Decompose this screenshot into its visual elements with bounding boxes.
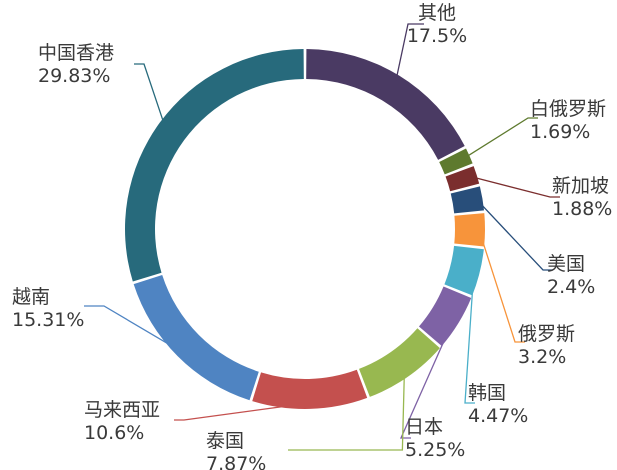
leader-line-8	[174, 402, 310, 421]
slice-value: 17.5%	[407, 25, 467, 47]
slice-label-0: 其他 17.5%	[407, 2, 467, 47]
slice-5	[444, 245, 484, 296]
slice-value: 5.25%	[405, 439, 465, 461]
slice-9	[133, 274, 259, 401]
slice-label-4: 俄罗斯 3.2%	[518, 323, 575, 368]
leader-line-7	[288, 371, 406, 451]
slice-category: 中国香港	[38, 42, 114, 64]
slice-value: 10.6%	[84, 422, 144, 444]
slice-6	[418, 286, 472, 347]
slice-category: 越南	[12, 286, 50, 308]
slice-label-9: 越南 15.31%	[12, 286, 84, 331]
slice-label-8: 马来西亚 10.6%	[84, 399, 160, 444]
leader-line-5	[464, 271, 475, 404]
slice-value: 4.47%	[468, 405, 528, 427]
slice-label-7: 泰国 7.87%	[206, 430, 266, 470]
slice-label-1: 白俄罗斯 1.69%	[530, 98, 606, 143]
slice-category: 俄罗斯	[518, 323, 575, 345]
slice-category: 白俄罗斯	[530, 98, 606, 120]
slice-value: 1.69%	[530, 121, 590, 143]
slice-8	[252, 369, 368, 409]
slice-value: 2.4%	[547, 276, 595, 298]
slice-1	[439, 148, 473, 175]
leader-line-2	[470, 175, 560, 198]
slice-label-10: 中国香港 29.83%	[38, 42, 114, 87]
slice-0	[306, 49, 465, 160]
slice-value: 7.87%	[206, 453, 266, 470]
slice-category: 美国	[547, 253, 585, 275]
slice-category: 日本	[405, 416, 443, 438]
leader-line-1	[463, 117, 538, 159]
leader-line-3	[475, 198, 553, 271]
slice-value: 15.31%	[12, 309, 84, 331]
leader-lines	[84, 23, 560, 451]
slice-category: 其他	[418, 2, 456, 24]
leader-line-6	[400, 319, 454, 439]
slice-category: 新加坡	[552, 175, 609, 197]
donut-slices	[125, 49, 485, 409]
slice-label-6: 日本 5.25%	[405, 416, 465, 461]
leader-line-9	[84, 305, 183, 353]
slice-7	[359, 328, 440, 397]
slice-10	[125, 49, 304, 282]
slice-3	[450, 186, 485, 214]
leader-line-4	[478, 229, 525, 343]
leader-line-10	[134, 63, 166, 127]
slice-category: 泰国	[206, 430, 244, 452]
slice-4	[454, 213, 485, 247]
slice-category: 韩国	[468, 382, 506, 404]
slice-label-2: 新加坡 1.88%	[552, 175, 612, 220]
slice-value: 1.88%	[552, 198, 612, 220]
slice-category: 马来西亚	[84, 399, 160, 421]
slice-value: 3.2%	[518, 346, 566, 368]
slice-value: 29.83%	[38, 65, 110, 87]
slice-labels: 其他 17.5% 白俄罗斯 1.69% 新加坡 1.88% 美国 2.4% 俄罗斯 3.2% 韩国 4…	[12, 2, 612, 470]
leader-line-0	[395, 23, 424, 81]
slice-2	[445, 166, 480, 192]
slice-label-3: 美国 2.4%	[547, 253, 595, 298]
slice-label-5: 韩国 4.47%	[468, 382, 528, 427]
